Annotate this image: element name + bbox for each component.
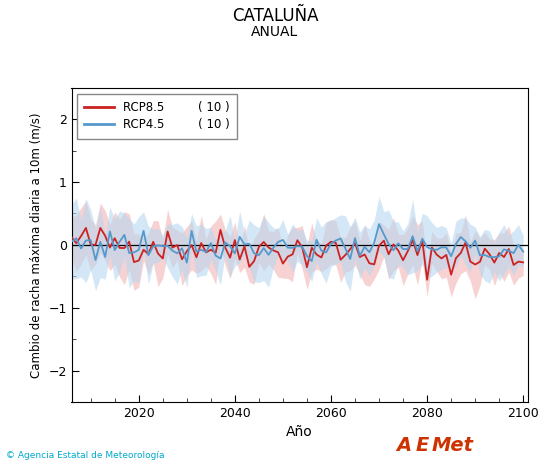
Y-axis label: Cambio de racha máxima diaria a 10m (m/s): Cambio de racha máxima diaria a 10m (m/s… <box>30 112 43 377</box>
Text: E: E <box>415 436 428 455</box>
Text: Met: Met <box>432 436 474 455</box>
Legend: RCP8.5         ( 10 ), RCP4.5         ( 10 ): RCP8.5 ( 10 ), RCP4.5 ( 10 ) <box>78 94 237 139</box>
Text: CATALUÑA: CATALUÑA <box>232 7 318 25</box>
Text: © Agencia Estatal de Meteorología: © Agencia Estatal de Meteorología <box>6 451 164 460</box>
Text: ANUAL: ANUAL <box>251 25 299 39</box>
Text: A: A <box>396 436 411 455</box>
X-axis label: Año: Año <box>287 426 313 439</box>
